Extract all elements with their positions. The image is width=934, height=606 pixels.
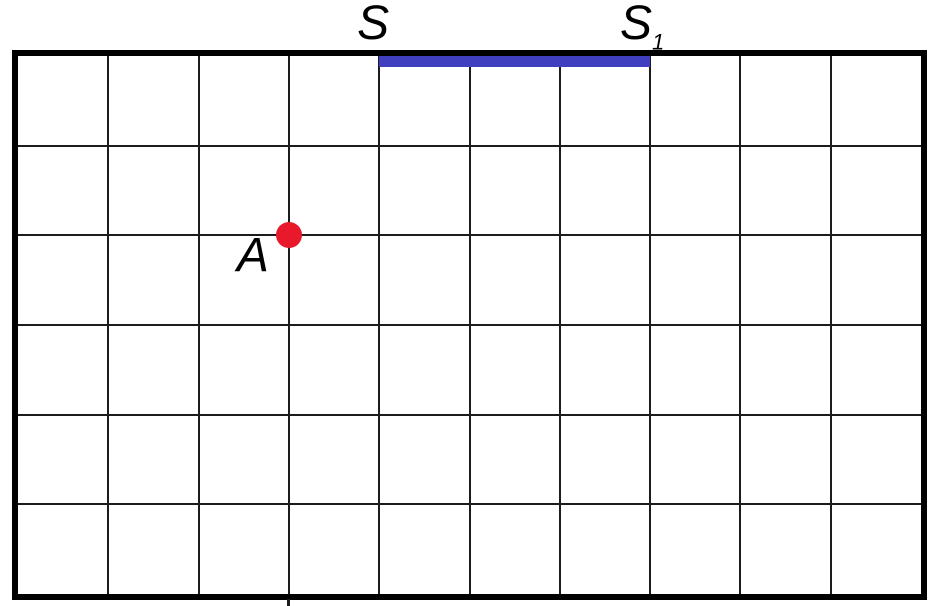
grid-line-horizontal [18,144,921,147]
grid-line-horizontal [18,413,921,416]
grid-lines [18,56,921,594]
mirror-right-label-subscript: 1 [651,29,665,55]
grid-line-horizontal [18,324,921,326]
mirror-right-label-base: S [619,0,652,50]
grid-line-horizontal [18,503,921,506]
grid-line-horizontal [18,234,921,237]
grid-board [12,50,927,600]
mirror-right-label: S1 [619,0,664,53]
mirror-segment [379,56,651,67]
point-label: A [236,229,269,283]
mirror-left-label: S [357,0,390,50]
bottom-tick [287,599,291,606]
point-a-marker [275,222,302,249]
